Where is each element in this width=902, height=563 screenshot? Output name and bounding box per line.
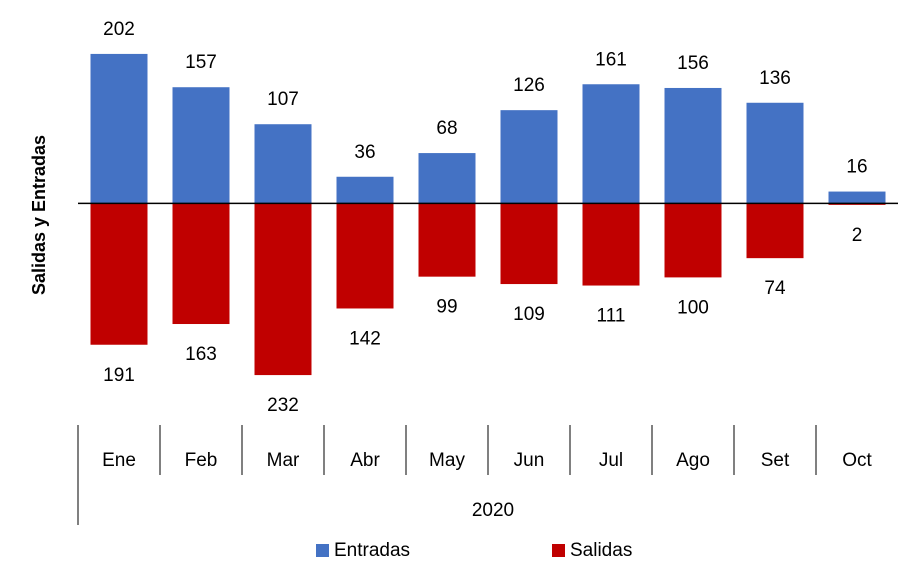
- data-label: 156: [677, 53, 709, 74]
- data-label: 74: [764, 278, 786, 299]
- group-label: 2020: [472, 500, 514, 521]
- data-label: 100: [677, 297, 709, 318]
- bar: [172, 87, 230, 204]
- legend-label: Salidas: [570, 540, 632, 561]
- bar: [418, 203, 476, 277]
- data-label: 99: [436, 297, 457, 318]
- data-label: 191: [103, 365, 135, 386]
- legend-swatch: [552, 544, 565, 557]
- data-label: 157: [185, 52, 217, 73]
- bar: [582, 203, 640, 286]
- bar: [664, 87, 722, 204]
- data-label: 232: [267, 395, 299, 416]
- data-label: 111: [597, 306, 626, 327]
- bar: [172, 203, 230, 325]
- bar: [828, 191, 886, 204]
- data-label: 142: [349, 328, 381, 349]
- legend-label: Entradas: [334, 540, 410, 561]
- data-label: 126: [513, 75, 545, 96]
- data-label: 163: [185, 344, 217, 365]
- data-label: 161: [595, 49, 627, 70]
- legend-swatch: [316, 544, 329, 557]
- data-label: 109: [513, 304, 545, 325]
- x-tick-label: Mar: [267, 450, 300, 471]
- x-tick-label: Oct: [842, 450, 872, 471]
- data-label: 202: [103, 19, 135, 40]
- bar: [418, 153, 476, 204]
- bar: [336, 176, 394, 204]
- bar: [90, 53, 148, 204]
- bar: [664, 203, 722, 278]
- bar: [254, 203, 312, 376]
- bar: [90, 203, 148, 345]
- data-label: 107: [267, 89, 299, 110]
- x-tick-label: Jul: [599, 450, 623, 471]
- bar: [254, 124, 312, 204]
- bar: [336, 203, 394, 309]
- x-tick-label: Jun: [514, 450, 545, 471]
- y-axis-label: Salidas y Entradas: [29, 135, 49, 295]
- data-label: 36: [354, 142, 375, 163]
- x-tick-label: Set: [761, 450, 790, 471]
- data-label: 16: [846, 157, 867, 178]
- x-tick-label: Ene: [102, 450, 136, 471]
- x-tick-label: Abr: [350, 450, 380, 471]
- data-label: 2: [852, 225, 863, 246]
- x-tick-label: Ago: [676, 450, 710, 471]
- data-label: 136: [759, 68, 791, 89]
- bar: [582, 84, 640, 204]
- x-tick-label: May: [429, 450, 465, 471]
- bar: [746, 203, 804, 259]
- data-label: 68: [436, 118, 457, 139]
- bar: [500, 203, 558, 285]
- bar: [746, 102, 804, 204]
- x-tick-label: Feb: [185, 450, 218, 471]
- bar: [500, 110, 558, 204]
